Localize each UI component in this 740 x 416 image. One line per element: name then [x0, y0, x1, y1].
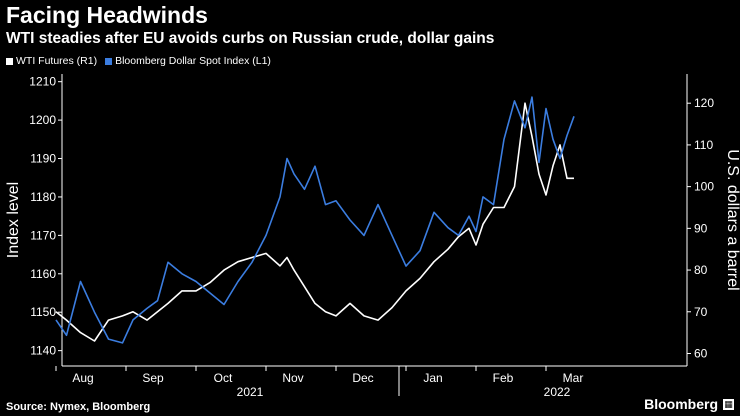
right-tick-label: 100	[694, 180, 714, 194]
x-tick-label: Jan	[423, 371, 442, 385]
right-tick-label: 60	[694, 346, 708, 360]
bloomberg-logo: Bloomberg	[644, 396, 718, 412]
legend-label-wti: WTI Futures (R1)	[16, 55, 98, 67]
right-axis-title: U.S. dollars a barrel	[724, 149, 740, 290]
x-tick-label: Oct	[214, 371, 233, 385]
left-tick-label: 1200	[29, 113, 56, 127]
chart-subtitle: WTI steadies after EU avoids curbs on Ru…	[6, 30, 495, 47]
left-axis-title: Index level	[5, 182, 22, 259]
legend-swatch-wti	[6, 57, 13, 65]
x-tick-label: Nov	[282, 371, 303, 385]
year-label-2021: 2021	[237, 385, 264, 399]
left-tick-label: 1150	[30, 305, 56, 319]
right-tick-label: 90	[694, 221, 708, 235]
dollar-series-line	[55, 96, 575, 344]
x-tick-label: Sep	[142, 371, 164, 385]
left-tick-label: 1170	[30, 228, 56, 242]
right-tick-label: 110	[694, 138, 713, 152]
left-tick-label: 1180	[30, 190, 56, 204]
wti-series-line	[55, 102, 574, 342]
legend-item-wti: WTI Futures (R1)	[6, 55, 97, 67]
x-tick-label: Feb	[493, 371, 514, 385]
left-tick-label: 1210	[29, 75, 56, 89]
chart-icon: ▦	[723, 399, 734, 410]
right-tick-label: 120	[694, 96, 714, 110]
x-tick-label: Mar	[563, 371, 584, 385]
legend-label-dollar: Bloomberg Dollar Spot Index (L1)	[115, 55, 271, 67]
right-tick-label: 70	[694, 305, 708, 319]
left-tick-label: 1140	[30, 344, 56, 358]
x-tick-label: Aug	[72, 371, 93, 385]
source-note: Source: Nymex, Bloomberg	[6, 401, 151, 413]
left-tick-label: 1160	[30, 267, 56, 281]
year-label-2022: 2022	[544, 385, 571, 399]
right-tick-label: 80	[694, 263, 708, 277]
legend-swatch-dollar	[105, 57, 113, 65]
left-tick-label: 1190	[30, 152, 56, 166]
chart-title: Facing Headwinds	[6, 2, 208, 28]
legend-item-dollar: Bloomberg Dollar Spot Index (L1)	[105, 55, 271, 67]
legend: WTI Futures (R1) Bloomberg Dollar Spot I…	[6, 55, 279, 67]
x-tick-label: Dec	[352, 371, 373, 385]
